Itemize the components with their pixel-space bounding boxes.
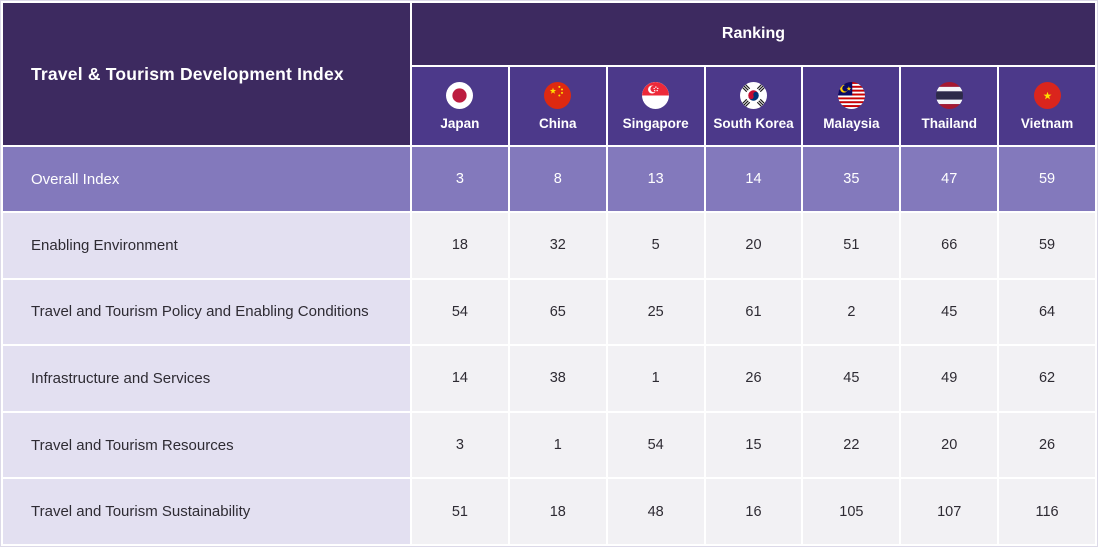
rank-value-cell: 16	[705, 479, 802, 544]
rank-value-cell: 1	[509, 412, 606, 478]
row-label: Travel and Tourism Policy and Enabling C…	[3, 279, 410, 345]
rank-value-cell: 62	[999, 346, 1095, 411]
country-header-china: China	[509, 67, 606, 145]
rank-value-cell: 65	[509, 279, 606, 345]
rank-value-cell: 14	[412, 346, 508, 411]
rank-value-cell: 5	[607, 213, 704, 278]
rank-value-cell: 32	[509, 213, 606, 278]
rank-value-cell: 26	[705, 346, 802, 411]
row-label: Overall Index	[3, 147, 410, 211]
rank-value-cell: 66	[901, 213, 998, 278]
country-name: China	[539, 115, 577, 131]
rank-value-cell: 35	[803, 147, 900, 211]
table-title: Travel & Tourism Development Index	[31, 63, 344, 84]
rank-value-cell: 20	[901, 412, 998, 478]
rank-value-cell: 3	[412, 412, 508, 478]
rank-value-cell: 3	[412, 147, 508, 211]
country-name: South Korea	[713, 115, 794, 131]
thailand-flag-icon	[935, 81, 963, 109]
country-header-vietnam: Vietnam	[999, 67, 1095, 145]
rank-value-cell: 8	[509, 147, 606, 211]
rank-value-cell: 18	[412, 213, 508, 278]
country-header-thailand: Thailand	[901, 67, 998, 145]
rank-value-cell: 51	[803, 213, 900, 278]
country-name: Vietnam	[1020, 115, 1074, 131]
rank-value-cell: 1	[607, 346, 704, 411]
japan-flag-icon	[446, 81, 474, 109]
country-header-south-korea: South Korea	[705, 67, 802, 145]
country-name: Thailand	[921, 115, 977, 131]
rank-value-cell: 45	[901, 279, 998, 345]
rank-value-cell: 51	[412, 479, 508, 544]
rank-value-cell: 61	[705, 279, 802, 345]
singapore-flag-icon	[642, 81, 670, 109]
row-label: Infrastructure and Services	[3, 346, 410, 411]
country-name: Japan	[440, 115, 480, 131]
rank-value-cell: 107	[901, 479, 998, 544]
country-header-singapore: Singapore	[607, 67, 704, 145]
china-flag-icon	[544, 81, 572, 109]
rank-value-cell: 54	[412, 279, 508, 345]
rank-value-cell: 49	[901, 346, 998, 411]
rank-value-cell: 18	[509, 479, 606, 544]
rank-value-cell: 105	[803, 479, 900, 544]
rank-value-cell: 20	[705, 213, 802, 278]
rank-value-cell: 2	[803, 279, 900, 345]
row-label: Travel and Tourism Resources	[3, 412, 410, 478]
rank-value-cell: 59	[999, 213, 1095, 278]
ranking-header-cell: Ranking	[412, 3, 1095, 65]
rank-value-cell: 116	[999, 479, 1095, 544]
malaysia-flag-icon	[837, 81, 865, 109]
rank-value-cell: 15	[705, 412, 802, 478]
table-title-cell: Travel & Tourism Development Index	[3, 3, 410, 145]
ranking-header-label: Ranking	[721, 25, 786, 42]
rank-value-cell: 64	[999, 279, 1095, 345]
vietnam-flag-icon	[1033, 81, 1061, 109]
rank-value-cell: 25	[607, 279, 704, 345]
rank-value-cell: 22	[803, 412, 900, 478]
rank-value-cell: 38	[509, 346, 606, 411]
south-korea-flag-icon	[739, 81, 767, 109]
rank-value-cell: 47	[901, 147, 998, 211]
country-name: Malaysia	[823, 115, 880, 131]
rank-value-cell: 26	[999, 412, 1095, 478]
row-label: Travel and Tourism Sustainability	[3, 479, 410, 544]
country-header-japan: Japan	[412, 67, 508, 145]
rank-value-cell: 13	[607, 147, 704, 211]
rank-value-cell: 48	[607, 479, 704, 544]
rank-value-cell: 54	[607, 412, 704, 478]
rank-value-cell: 59	[999, 147, 1095, 211]
table-grid: Travel & Tourism Development Index Ranki…	[3, 3, 1095, 544]
country-header-malaysia: Malaysia	[803, 67, 900, 145]
country-name: Singapore	[622, 115, 689, 131]
row-label: Enabling Environment	[3, 213, 410, 278]
rank-value-cell: 45	[803, 346, 900, 411]
rank-value-cell: 14	[705, 147, 802, 211]
